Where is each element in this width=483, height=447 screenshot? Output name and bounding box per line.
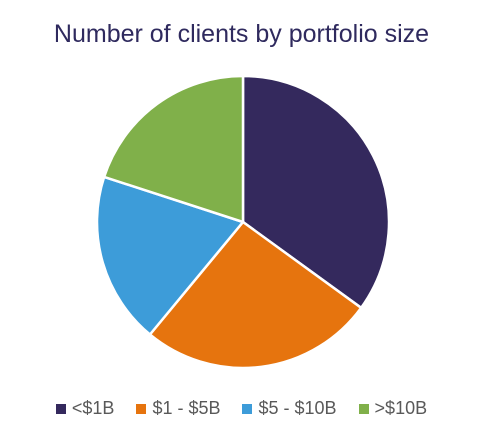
legend-item-1-to-5b: $1 - $5B [136,398,220,419]
legend-swatch-under-1b [55,403,66,414]
legend-label-5-to-10b: $5 - $10B [258,398,337,418]
legend-item-over-10b: >$10B [358,398,428,419]
chart-title: Number of clients by portfolio size [53,20,430,48]
pie-slice-over-10b [102,74,245,224]
legend-item-under-1b: <$1B [55,398,115,419]
legend-swatch-5-to-10b [242,403,253,414]
pie-slice-5-to-10b [95,175,245,336]
legend-item-5-to-10b: $5 - $10B [242,398,337,419]
legend-label-over-10b: >$10B [374,398,428,418]
legend-label-1-to-5b: $1 - $5B [152,398,221,418]
legend-swatch-1-to-5b [136,403,147,414]
legend: <$1B $1 - $5B $5 - $10B >$10B [0,398,483,419]
legend-swatch-over-10b [358,403,369,414]
pie-slice-1-to-5b [148,220,363,370]
pie-slice-under-1b [241,74,391,310]
legend-label-under-1b: <$1B [71,398,115,418]
